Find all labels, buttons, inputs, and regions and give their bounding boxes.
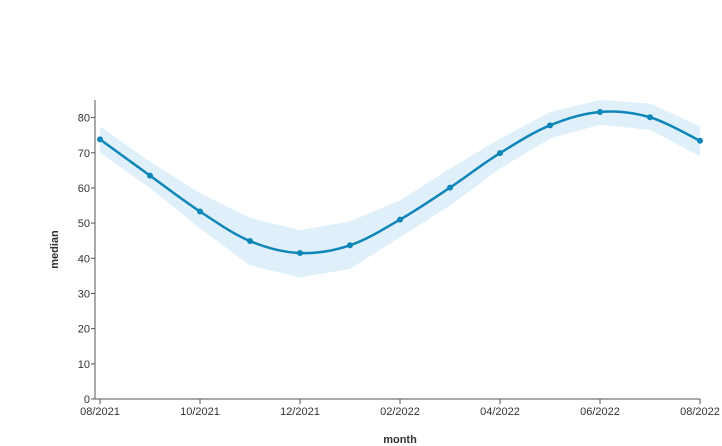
y-tick-label: 70 [78,148,90,160]
data-point [647,114,653,121]
data-point [97,136,103,143]
x-tick-label: 08/2022 [680,406,720,418]
y-tick-label: 80 [78,113,90,125]
data-point [447,184,453,191]
data-point [397,216,403,223]
y-tick-label: 40 [78,253,90,265]
y-axis-ticks: 0 10 20 30 40 50 60 70 80 [78,113,95,406]
x-axis-title: month [383,434,417,446]
x-tick-label: 10/2021 [180,406,220,418]
y-tick-label: 50 [78,218,90,230]
y-tick-label: 30 [78,288,90,300]
x-tick-label: 04/2022 [480,406,520,418]
x-tick-label: 12/2021 [280,406,320,418]
data-points [97,108,703,257]
data-point [547,122,553,129]
data-point [497,150,503,157]
x-tick-label: 06/2022 [580,406,620,418]
data-point [597,108,603,115]
confidence-band [100,100,700,278]
data-point [247,238,253,245]
data-point [697,137,703,144]
y-tick-label: 20 [78,324,90,336]
y-tick-label: 10 [78,359,90,371]
x-tick-label: 02/2022 [380,406,420,418]
data-point [147,172,153,179]
x-axis-ticks: 08/2021 10/2021 12/2021 02/2022 04/2022 06/20… [80,399,720,418]
y-axis-title: median [49,230,61,269]
y-tick-label: 0 [84,394,90,406]
data-point [297,250,303,257]
data-point [347,242,353,249]
y-tick-label: 60 [78,183,90,195]
x-tick-label: 08/2021 [80,406,120,418]
data-point [197,208,203,215]
